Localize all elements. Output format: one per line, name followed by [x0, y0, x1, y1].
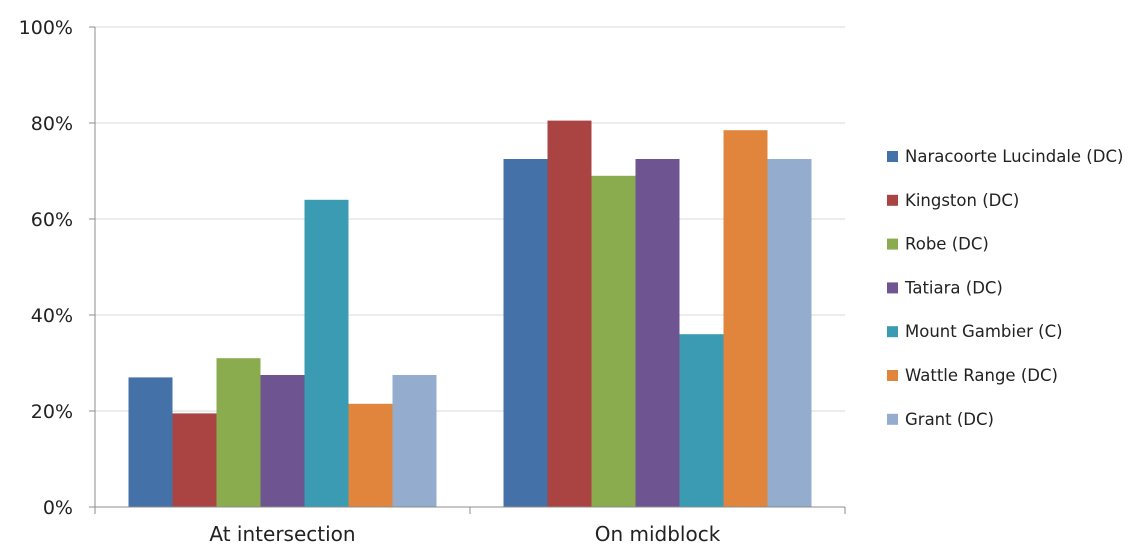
legend-label: Kingston (DC) — [905, 191, 1019, 210]
legend-label: Grant (DC) — [905, 410, 994, 429]
y-tick-label: 60% — [31, 209, 73, 231]
legend-label: Mount Gambier (C) — [905, 322, 1063, 341]
bar — [679, 334, 724, 507]
legend-swatch — [887, 370, 898, 381]
legend-swatch — [887, 238, 898, 250]
axes — [89, 26, 846, 514]
bar — [172, 413, 217, 507]
legend-swatch — [887, 326, 898, 338]
legend-swatch — [887, 194, 898, 206]
y-axis-labels: 0% 20% 40% 60% 80% 100% — [19, 17, 73, 519]
y-tick-label: 40% — [31, 305, 73, 327]
y-tick-label: 20% — [31, 401, 73, 423]
legend-label: Robe (DC) — [905, 235, 989, 254]
bar — [503, 159, 548, 507]
legend-label: Naracoorte Lucindale (DC) — [905, 147, 1123, 166]
legend-label: Wattle Range (DC) — [905, 366, 1058, 385]
bar — [128, 377, 173, 507]
bar — [591, 175, 636, 508]
y-tick-label: 80% — [31, 113, 73, 135]
bar — [635, 159, 680, 507]
bar — [723, 130, 768, 507]
y-tick-label: 0% — [43, 497, 73, 519]
legend-swatch — [887, 151, 898, 162]
bar — [260, 375, 305, 507]
bar — [547, 120, 592, 507]
bars — [128, 120, 812, 508]
legend-swatch — [887, 413, 898, 425]
x-category-label: On midblock — [595, 522, 721, 546]
bar — [216, 358, 261, 507]
x-category-label: At intersection — [209, 522, 355, 546]
y-tick-label: 100% — [19, 17, 73, 39]
bar — [392, 375, 437, 507]
bar — [767, 159, 812, 507]
legend-label: Tatiara (DC) — [904, 278, 1003, 297]
legend: Naracoorte Lucindale (DC) Kingston (DC) Ro… — [887, 147, 1123, 429]
bar — [348, 403, 393, 507]
x-axis-labels: At intersection On midblock — [209, 522, 720, 546]
bar — [304, 199, 349, 508]
legend-swatch — [887, 282, 898, 294]
